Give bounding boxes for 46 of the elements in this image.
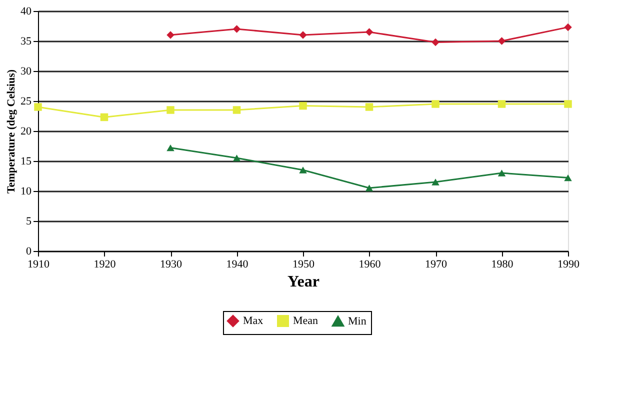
point [564, 23, 572, 32]
point [100, 113, 108, 122]
x-tick-label: 1940 [226, 258, 249, 270]
point [34, 103, 42, 111]
point [432, 38, 440, 46]
point [299, 102, 307, 110]
x-tick-label: 1930 [160, 258, 182, 270]
legend-label: Max [243, 315, 264, 327]
point [564, 174, 572, 182]
y-tick-label: 0 [26, 246, 32, 258]
point [432, 100, 440, 108]
x-tick-label: 1920 [94, 258, 116, 270]
point [498, 170, 506, 176]
point [432, 178, 440, 186]
point [365, 103, 374, 111]
legend-label: Mean [293, 315, 319, 327]
point [166, 31, 174, 39]
x-tick-label: 1960 [358, 258, 382, 270]
point [232, 106, 241, 114]
point [299, 166, 307, 174]
y-tick-label: 35 [20, 36, 32, 48]
point [564, 100, 572, 108]
x-tick-label: 1980 [491, 258, 514, 270]
y-axis-title: Temperature (deg Celsius) [6, 69, 18, 194]
y-tick-label: 20 [20, 126, 32, 138]
x-tick-label: 1990 [558, 258, 580, 270]
y-tick-label: 15 [20, 156, 32, 168]
x-tick-label: 1950 [292, 258, 315, 270]
point [498, 100, 506, 108]
x-axis-title: Year [288, 274, 320, 290]
point [365, 28, 374, 36]
x-tick-label: 1970 [425, 258, 448, 270]
point [365, 184, 374, 192]
point [498, 37, 506, 45]
point [166, 144, 174, 152]
y-tick-label: 10 [20, 186, 32, 198]
y-tick-label: 40 [20, 6, 32, 18]
y-tick-label: 25 [20, 96, 32, 108]
point [299, 31, 307, 39]
point [166, 106, 174, 114]
y-tick-label: 30 [20, 66, 32, 78]
point [232, 154, 241, 162]
legend-label: Min [348, 315, 367, 328]
x-tick-label: 1910 [28, 258, 50, 270]
point [232, 25, 241, 33]
y-tick-label: 5 [26, 216, 32, 228]
